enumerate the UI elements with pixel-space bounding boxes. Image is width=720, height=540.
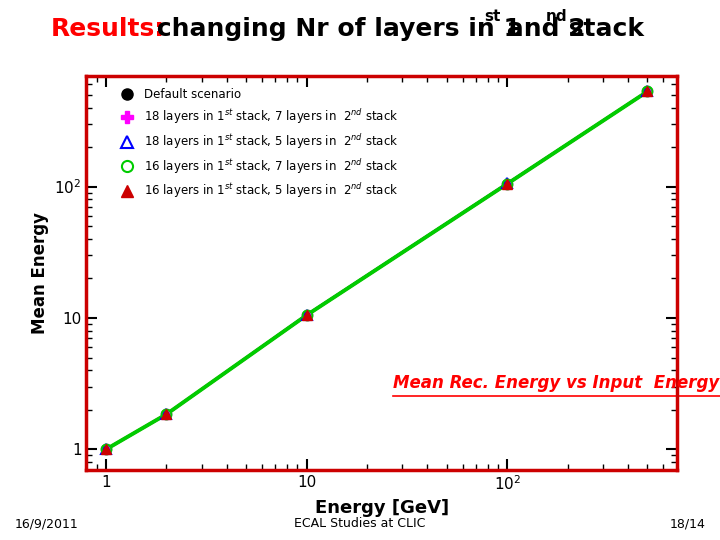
Y-axis label: Mean Energy: Mean Energy (31, 212, 49, 334)
Text: 16/9/2011: 16/9/2011 (14, 517, 78, 530)
Text: Results:: Results: (50, 17, 165, 41)
Text: Mean Rec. Energy vs Input  Energy: Mean Rec. Energy vs Input Energy (393, 374, 720, 392)
Text: changing Nr of layers in 1: changing Nr of layers in 1 (148, 17, 521, 41)
X-axis label: Energy [GeV]: Energy [GeV] (315, 499, 449, 517)
Text: 18/14: 18/14 (670, 517, 706, 530)
Text: nd: nd (546, 9, 567, 24)
Text: ECAL Studies at CLIC: ECAL Studies at CLIC (294, 517, 426, 530)
Text: st: st (484, 9, 500, 24)
Text: stack: stack (560, 17, 644, 41)
Legend: Default scenario, 18 layers in 1$^{st}$ stack, 7 layers in  2$^{nd}$ stack, 18 l: Default scenario, 18 layers in 1$^{st}$ … (110, 84, 403, 205)
Text: and 2: and 2 (498, 17, 586, 41)
